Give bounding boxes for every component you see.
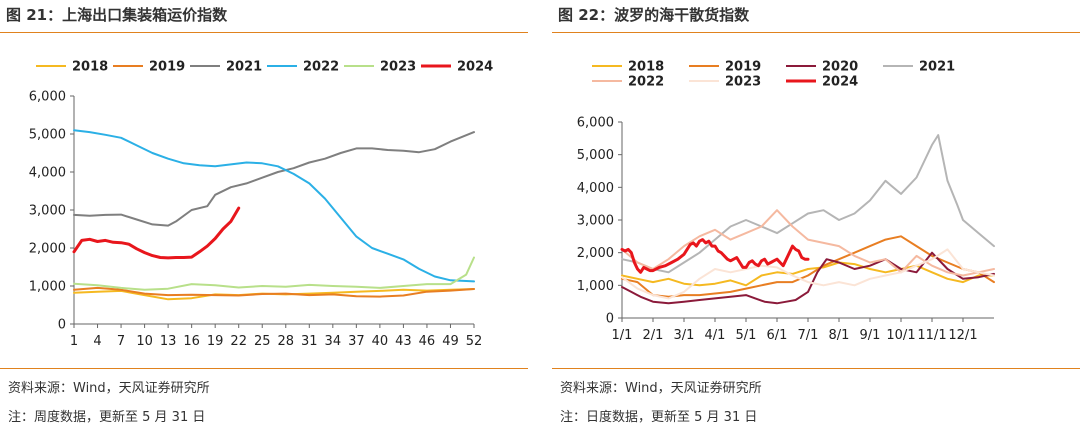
x-tick-label: 25 xyxy=(254,334,271,349)
y-tick-label: 4,000 xyxy=(577,181,614,196)
chart-title: 图 22：波罗的海干散货指数 xyxy=(558,6,750,24)
bdi-line-chart: 0 1,000 2,000 3,000 4,000 5,000 6,000 1/1 2/1 3/1… xyxy=(577,60,995,343)
x-tick-label: 52 xyxy=(466,334,483,349)
x-tick-label: 28 xyxy=(277,334,294,349)
source-note: 资料来源：Wind，天风证券研究所 xyxy=(8,381,210,396)
series-line-2020 xyxy=(621,251,995,305)
x-tick-label: 3/1 xyxy=(674,328,695,343)
y-tick-label: 0 xyxy=(606,312,614,327)
y-tick-label: 4,000 xyxy=(29,166,66,181)
x-tick-label: 2/1 xyxy=(643,328,664,343)
legend-label: 2024 xyxy=(822,75,858,90)
legend-label: 2021 xyxy=(226,60,262,75)
panel-scfi: 图 21：上海出口集装箱运价指数 0 1,000 2,000 3,000 4,000 5,… xyxy=(0,0,530,432)
series-line-2021 xyxy=(621,134,995,274)
y-tick-label: 6,000 xyxy=(29,90,66,105)
x-tick-label: 31 xyxy=(301,334,318,349)
x-tick-label: 37 xyxy=(348,334,365,349)
x-tick-label: 13 xyxy=(160,334,177,349)
series-line-2023 xyxy=(73,256,475,291)
y-tick-label: 2,000 xyxy=(577,246,614,261)
x-tick-label: 22 xyxy=(230,334,247,349)
x-tick-label: 49 xyxy=(442,334,459,349)
series-line-2022 xyxy=(621,209,995,277)
x-tick-label: 8/1 xyxy=(829,328,850,343)
series-line-2021 xyxy=(73,131,475,227)
y-tick-label: 5,000 xyxy=(577,148,614,163)
legend-label: 2019 xyxy=(149,60,185,75)
panel-bdi: 图 22：波罗的海干散货指数 0 1,000 2,000 3,000 4,000 5,00… xyxy=(552,0,1080,432)
x-tick-label: 16 xyxy=(183,334,200,349)
x-tick-label: 46 xyxy=(419,334,436,349)
series-line-2022 xyxy=(73,129,475,283)
x-tick-label: 9/1 xyxy=(860,328,881,343)
x-tick-label: 1 xyxy=(70,334,78,349)
series-line-2018 xyxy=(621,261,995,287)
x-tick-label: 7 xyxy=(117,334,125,349)
x-tick-label: 11/1 xyxy=(917,328,946,343)
y-tick-label: 1,000 xyxy=(29,280,66,295)
legend-label: 2023 xyxy=(380,60,416,75)
series-line-2019 xyxy=(73,286,475,298)
x-tick-label: 1/1 xyxy=(612,328,633,343)
x-tick-label: 40 xyxy=(372,334,389,349)
x-tick-label: 5/1 xyxy=(736,328,757,343)
chart-title: 图 21：上海出口集装箱运价指数 xyxy=(6,6,228,24)
legend-label: 2023 xyxy=(725,75,761,90)
x-tick-label: 43 xyxy=(395,334,412,349)
legend-label: 2022 xyxy=(628,75,664,90)
x-tick-label: 10 xyxy=(136,334,153,349)
x-tick-label: 6/1 xyxy=(767,328,788,343)
footer-rule xyxy=(0,368,528,369)
y-tick-label: 5,000 xyxy=(29,128,66,143)
y-tick-label: 0 xyxy=(58,318,66,333)
title-rule xyxy=(552,32,1080,33)
x-tick-label: 4 xyxy=(93,334,101,349)
x-tick-label: 4/1 xyxy=(705,328,726,343)
footer-rule xyxy=(552,368,1080,369)
y-tick-label: 6,000 xyxy=(577,116,614,131)
x-tick-label: 12/1 xyxy=(948,328,977,343)
legend-label: 2020 xyxy=(822,60,858,75)
y-tick-label: 2,000 xyxy=(29,242,66,257)
series-line-2024 xyxy=(620,238,810,274)
scfi-line-chart: 0 1,000 2,000 3,000 4,000 5,000 6,000 1 4 7 10 13 16… xyxy=(29,60,493,350)
x-tick-label: 10/1 xyxy=(886,328,915,343)
legend-label: 2018 xyxy=(628,60,664,75)
legend-label: 2021 xyxy=(919,60,955,75)
series-line-2023 xyxy=(621,248,995,300)
legend-label: 2022 xyxy=(303,60,339,75)
legend-label: 2018 xyxy=(72,60,108,75)
y-tick-label: 1,000 xyxy=(577,279,614,294)
source-note: 资料来源：Wind，天风证券研究所 xyxy=(560,381,762,396)
legend-label: 2024 xyxy=(457,60,493,75)
x-tick-label: 19 xyxy=(207,334,224,349)
series-line-2024 xyxy=(72,206,241,260)
series-line-2019 xyxy=(621,235,995,298)
update-note: 注：日度数据，更新至 5 月 31 日 xyxy=(560,410,758,425)
update-note: 注：周度数据，更新至 5 月 31 日 xyxy=(8,410,206,425)
y-tick-label: 3,000 xyxy=(577,214,614,229)
x-tick-label: 7/1 xyxy=(798,328,819,343)
title-rule xyxy=(0,32,528,33)
y-tick-label: 3,000 xyxy=(29,204,66,219)
x-tick-label: 34 xyxy=(325,334,342,349)
legend-label: 2019 xyxy=(725,60,761,75)
